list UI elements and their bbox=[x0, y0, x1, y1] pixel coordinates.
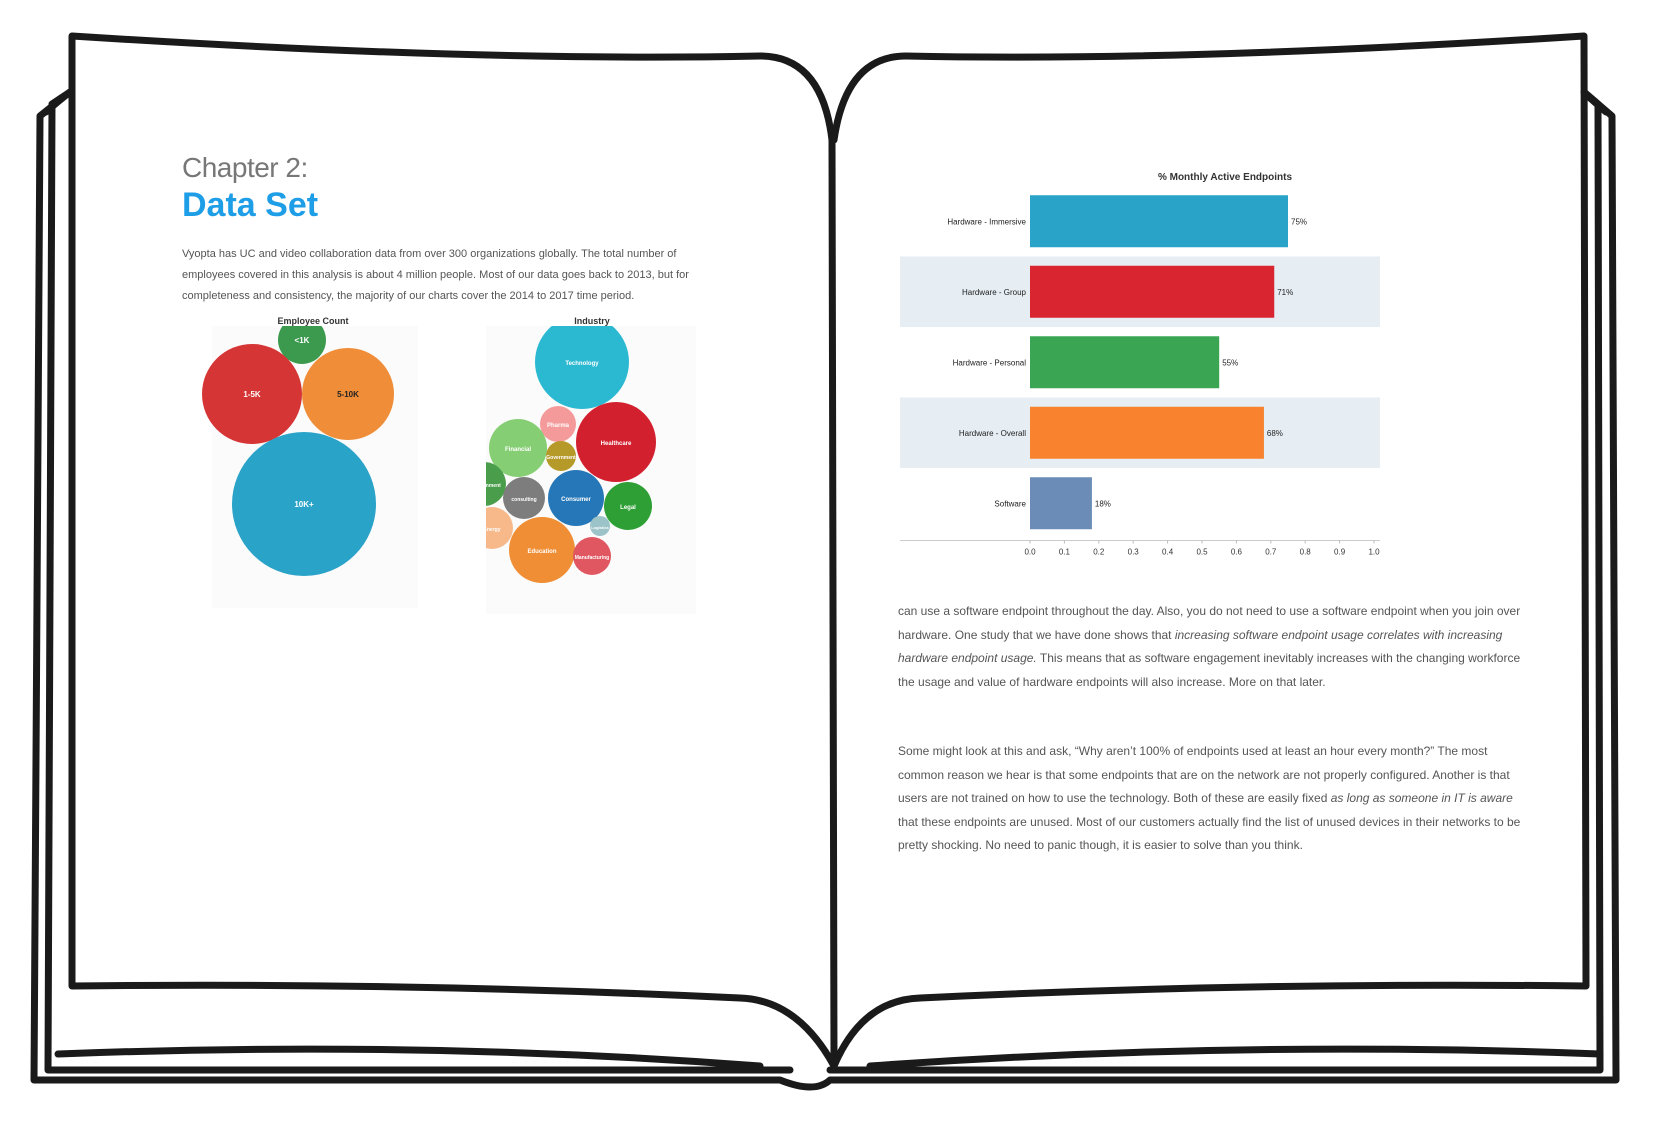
category-label-hardware-overall: Hardware - Overall bbox=[959, 429, 1026, 438]
industry-label-healthcare: Healthcare bbox=[601, 441, 632, 447]
x-tick-label: 0.2 bbox=[1093, 548, 1105, 557]
bar-hardware-group bbox=[1030, 265, 1275, 318]
x-tick-label: 0.9 bbox=[1334, 548, 1346, 557]
industry-bubble-consulting bbox=[503, 477, 545, 519]
x-tick-label: 0.1 bbox=[1059, 548, 1071, 557]
industry-label-energy: Energy bbox=[486, 527, 501, 533]
industry-label-entertainment: Entertainment bbox=[486, 483, 501, 489]
industry-bubble-government bbox=[546, 441, 576, 471]
employee-label-5-10k: 5-10K bbox=[337, 390, 359, 399]
industry-bubble-financial bbox=[489, 419, 547, 477]
data-label-software: 18% bbox=[1095, 499, 1111, 508]
industry-bubble-pharma bbox=[540, 406, 576, 442]
paragraph-1-text-b: This means that as software engagement i… bbox=[898, 651, 1521, 689]
employee-bubble-5-10k bbox=[302, 348, 394, 440]
industry-bubble-healthcare bbox=[576, 402, 656, 482]
industry-bubble-energy bbox=[486, 507, 513, 549]
x-tick-label: 0.6 bbox=[1231, 548, 1243, 557]
industry-bubble-logistics bbox=[590, 516, 610, 536]
x-tick-label: 1.0 bbox=[1368, 548, 1380, 557]
industry-label-education: Education bbox=[527, 549, 556, 555]
x-tick-label: 0.3 bbox=[1128, 548, 1140, 557]
industry-label-pharma: Pharma bbox=[547, 423, 570, 429]
paragraph-2-text-a: Some might look at this and ask, “Why ar… bbox=[898, 744, 1510, 805]
paragraph-1: can use a software endpoint throughout t… bbox=[898, 600, 1524, 694]
employee-label-1-5k: 1-5K bbox=[243, 390, 261, 399]
industry-label-financial: Financial bbox=[505, 447, 531, 453]
bar-hardware-personal bbox=[1030, 336, 1220, 389]
industry-label-legal: Legal bbox=[620, 505, 636, 511]
data-label-hardware-overall: 68% bbox=[1267, 429, 1283, 438]
employee-bubble-1-5k bbox=[202, 344, 302, 444]
data-label-hardware-immersive: 75% bbox=[1291, 217, 1307, 226]
industry-bubble-entertainment bbox=[486, 462, 506, 506]
employee-bubble-10k bbox=[232, 432, 376, 576]
industry-bubble-manufacturing bbox=[573, 537, 611, 575]
employee-count-title: Employee Count bbox=[277, 316, 349, 326]
x-tick-label: 0.0 bbox=[1024, 548, 1036, 557]
industry-label-technology: Technology bbox=[565, 361, 599, 367]
industry-label-manufacturing: Manufacturing bbox=[575, 555, 609, 561]
x-tick-label: 0.8 bbox=[1300, 548, 1312, 557]
chapter-title: Data Set bbox=[182, 186, 319, 224]
industry-bubble-technology bbox=[535, 326, 629, 409]
industry-bubble-consumer bbox=[548, 470, 604, 526]
category-label-hardware-personal: Hardware - Personal bbox=[953, 358, 1027, 367]
employee-label-1k: <1K bbox=[295, 336, 310, 345]
paragraph-1-emphasis: increasing software endpoint usage corre… bbox=[898, 627, 1503, 666]
x-tick-label: 0.5 bbox=[1196, 548, 1208, 557]
industry-title: Industry bbox=[574, 316, 610, 326]
category-label-software: Software bbox=[994, 499, 1026, 508]
bar-hardware-overall bbox=[1030, 406, 1264, 459]
data-label-hardware-group: 71% bbox=[1277, 288, 1293, 297]
industry-bubble-education bbox=[509, 517, 575, 583]
x-tick-label: 0.4 bbox=[1162, 548, 1174, 557]
paragraph-2: Some might look at this and ask, “Why ar… bbox=[898, 740, 1524, 858]
x-tick-label: 0.7 bbox=[1265, 548, 1277, 557]
employee-bubble-chart: <1K 1-5K 5-10K 10K+ bbox=[202, 326, 418, 608]
category-label-hardware-immersive: Hardware - Immersive bbox=[947, 217, 1026, 226]
intro-paragraph: Vyopta has UC and video collaboration da… bbox=[182, 248, 689, 302]
bar-chart-title: % Monthly Active Endpoints bbox=[1157, 172, 1293, 183]
chapter-label: Chapter 2: bbox=[182, 152, 308, 183]
paragraph-2-text-b: that these endpoints are unused. Most of… bbox=[898, 814, 1521, 853]
industry-label-consulting: consulting bbox=[511, 497, 536, 503]
bar-chart: Hardware - Immersive 75% Hardware - Group 7… bbox=[900, 195, 1380, 557]
employee-bubble-1k bbox=[278, 326, 326, 364]
industry-label-consumer: Consumer bbox=[561, 497, 591, 503]
bar-hardware-immersive bbox=[1030, 195, 1288, 248]
industry-bubble-legal bbox=[604, 482, 652, 530]
paragraph-2-emphasis: as long as someone in IT is aware bbox=[1330, 791, 1513, 805]
industry-label-government: Government bbox=[546, 455, 576, 461]
industry-label-logistics: Logistics bbox=[591, 525, 609, 530]
category-label-hardware-group: Hardware - Group bbox=[962, 288, 1027, 297]
industry-bubble-chart: Technology Pharma Healthcare Financial Gover… bbox=[486, 326, 696, 614]
paragraph-1-text-a: can use a software endpoint throughout t… bbox=[898, 604, 1521, 642]
bar-software bbox=[1030, 477, 1092, 530]
employee-label-10k: 10K+ bbox=[294, 500, 314, 509]
data-label-hardware-personal: 55% bbox=[1222, 358, 1238, 367]
